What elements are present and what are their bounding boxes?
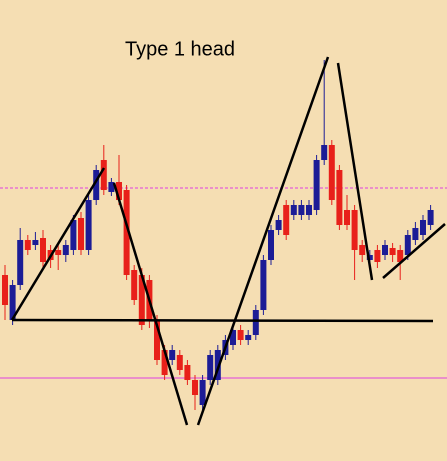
trend-line <box>10 167 106 321</box>
candle-body <box>207 355 214 380</box>
candle-body <box>100 160 107 190</box>
candle-body <box>351 210 358 250</box>
candle-body <box>24 240 31 250</box>
candle-body <box>344 210 350 225</box>
trend-line <box>382 223 446 279</box>
candle-body <box>154 320 160 360</box>
trend-line <box>112 182 189 426</box>
candle-body <box>374 250 381 262</box>
candle-body <box>192 380 198 395</box>
candle-body <box>290 205 297 215</box>
candle-body <box>161 350 168 375</box>
candle-body <box>169 350 176 360</box>
candle-body <box>268 230 274 260</box>
candle-body <box>55 250 62 255</box>
candle-body <box>85 200 92 250</box>
candle-body <box>199 380 206 405</box>
candle-body <box>306 205 312 215</box>
candle-body <box>2 275 8 305</box>
candle-body <box>382 245 388 255</box>
candle-body <box>359 245 366 255</box>
trend-lines <box>10 56 446 426</box>
candle-body <box>313 160 320 210</box>
candle-body <box>412 228 419 240</box>
candle-body <box>404 235 411 255</box>
candle-body <box>108 182 115 192</box>
candle-body <box>298 205 305 215</box>
candle-body <box>260 260 267 310</box>
candle-body <box>245 335 252 340</box>
candle-body <box>70 220 77 250</box>
trend-line <box>336 62 374 281</box>
candle-body <box>336 170 343 225</box>
candle-body <box>427 210 434 225</box>
candle-body <box>17 240 24 285</box>
neckline <box>11 318 434 323</box>
candle-body <box>40 238 46 262</box>
trend-line <box>196 56 330 426</box>
candle-body <box>93 170 100 200</box>
candle-body <box>138 275 145 325</box>
candle-body <box>116 182 122 200</box>
candle-body <box>131 270 138 300</box>
candle-body <box>283 205 290 235</box>
candle-body <box>389 248 396 255</box>
candle-body <box>420 220 426 235</box>
candle-body <box>237 330 244 340</box>
candle-body <box>230 330 236 345</box>
candle-body <box>62 245 69 255</box>
candle-body <box>78 218 84 250</box>
candle-body <box>366 255 373 260</box>
candles <box>2 60 434 410</box>
candle-body <box>321 145 328 160</box>
candle-body <box>176 355 183 370</box>
candle-body <box>123 190 130 275</box>
candle-body <box>9 285 16 320</box>
candle-body <box>397 250 404 262</box>
candle-body <box>32 240 39 245</box>
chart-title: Type 1 head <box>125 38 235 60</box>
candle-body <box>275 220 282 230</box>
candle-body <box>328 145 335 200</box>
candle-body <box>252 310 259 335</box>
candle-body <box>184 365 191 380</box>
candle-body <box>214 350 221 380</box>
